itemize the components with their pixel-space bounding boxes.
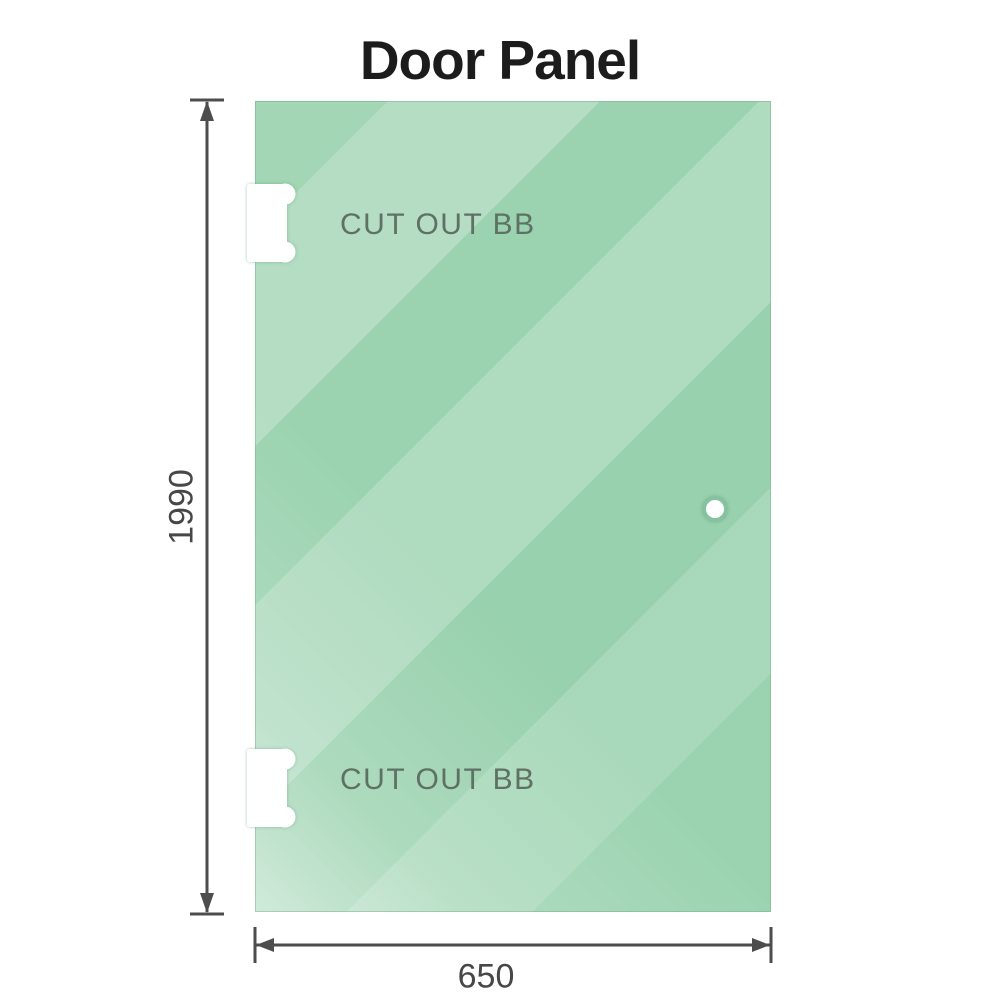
arrow-right-icon: [752, 938, 770, 952]
glass-panel: CUT OUT BB CUT OUT BB: [247, 101, 771, 912]
hinge-cutout-bottom-icon: [247, 748, 296, 828]
cutout-label-bottom: CUT OUT BB: [340, 763, 536, 796]
hinge-cutout-top-icon: [247, 183, 296, 263]
width-dimension-label: 650: [457, 957, 515, 996]
height-dimension-label: 1990: [162, 469, 201, 545]
arrow-left-icon: [256, 938, 274, 952]
page-title: Door Panel: [359, 29, 641, 91]
height-dimension-line: [190, 98, 224, 916]
width-dimension-line: [253, 927, 773, 963]
handle-hole: [702, 496, 728, 522]
arrow-up-icon: [200, 101, 214, 121]
arrow-down-icon: [200, 893, 214, 913]
cutout-label-top: CUT OUT BB: [340, 208, 536, 241]
